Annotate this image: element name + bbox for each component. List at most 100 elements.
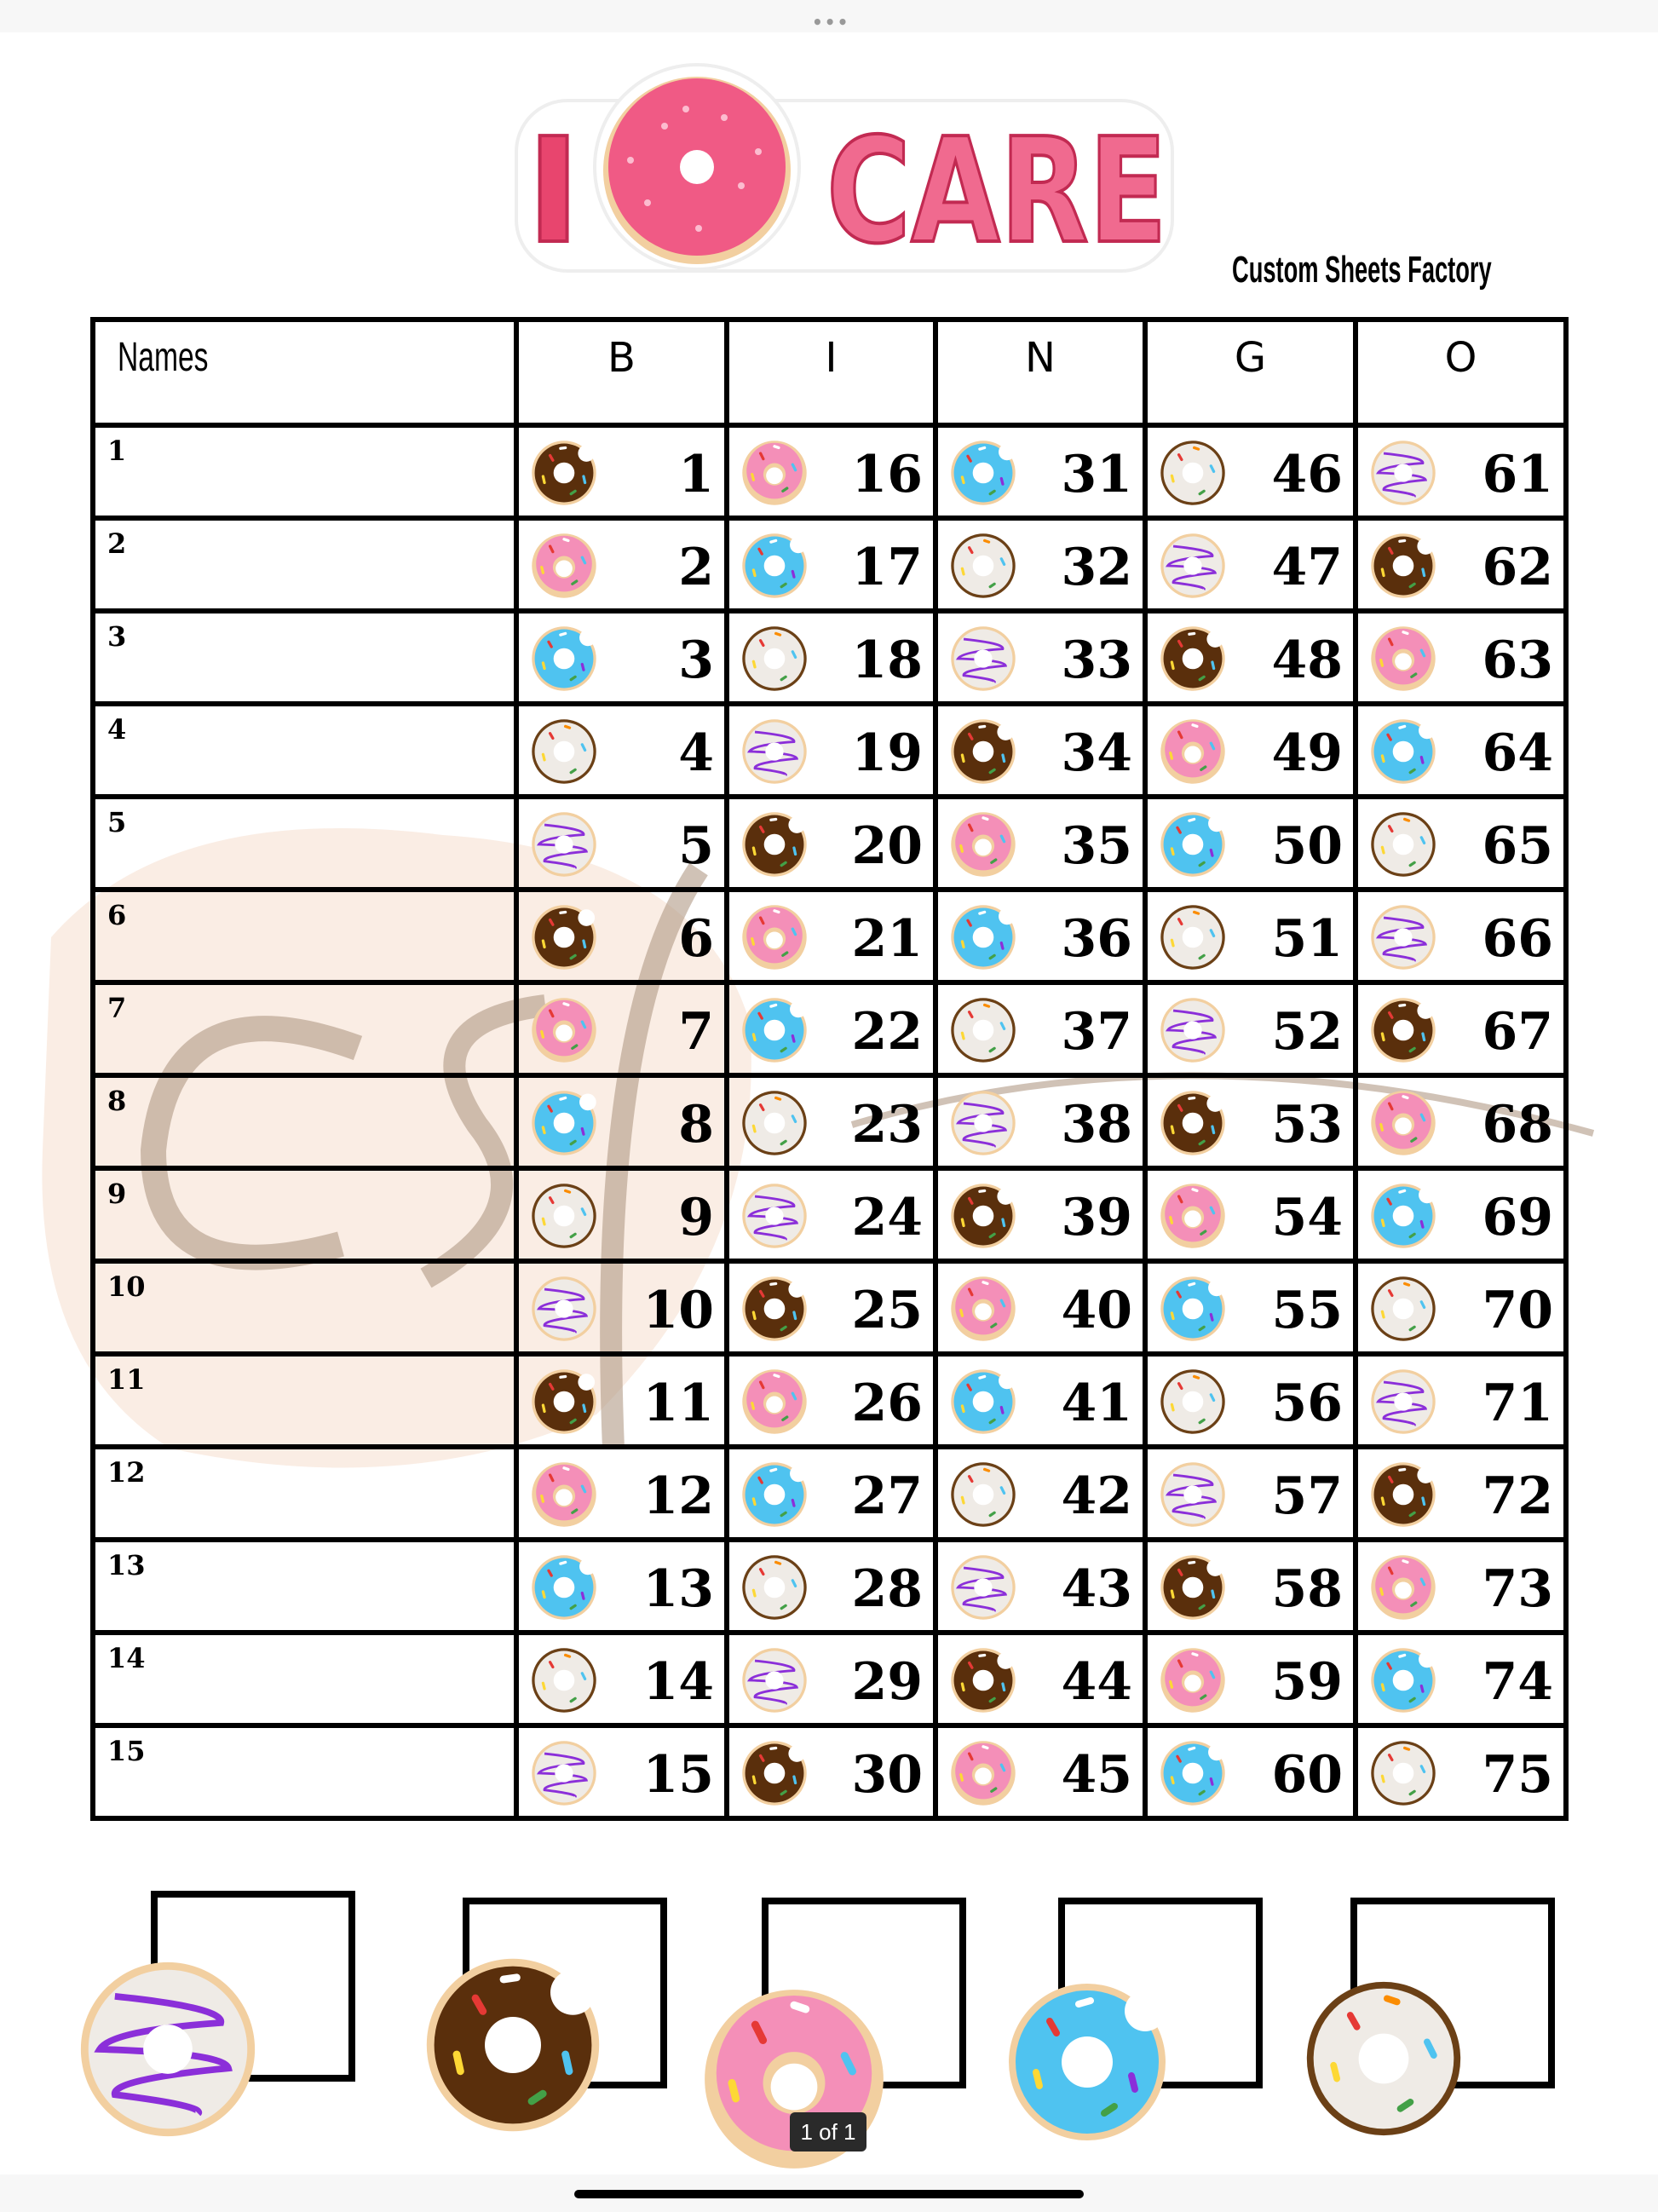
number-cell[interactable]: 55 — [1143, 1259, 1358, 1357]
name-cell[interactable]: 3 — [90, 608, 519, 706]
bingo-number: 64 — [1482, 723, 1554, 783]
number-cell[interactable]: 44 — [933, 1630, 1148, 1728]
number-cell[interactable]: 19 — [724, 701, 938, 799]
number-cell[interactable]: 24 — [724, 1166, 938, 1264]
number-cell[interactable]: 46 — [1143, 423, 1358, 521]
name-cell[interactable]: 7 — [90, 980, 519, 1078]
number-cell[interactable]: 69 — [1353, 1166, 1569, 1264]
number-cell[interactable]: 32 — [933, 516, 1148, 613]
number-cell[interactable]: 47 — [1143, 516, 1358, 613]
number-cell[interactable]: 45 — [933, 1723, 1148, 1821]
number-cell[interactable]: 56 — [1143, 1351, 1358, 1449]
number-cell[interactable]: 15 — [514, 1723, 729, 1821]
number-cell[interactable]: 18 — [724, 608, 938, 706]
name-cell[interactable]: 6 — [90, 887, 519, 985]
number-cell[interactable]: 21 — [724, 887, 938, 985]
number-cell[interactable]: 17 — [724, 516, 938, 613]
number-cell[interactable]: 11 — [514, 1351, 729, 1449]
number-cell[interactable]: 10 — [514, 1259, 729, 1357]
number-cell[interactable]: 6 — [514, 887, 729, 985]
number-cell[interactable]: 70 — [1353, 1259, 1569, 1357]
name-cell[interactable]: 13 — [90, 1537, 519, 1635]
name-cell[interactable]: 11 — [90, 1351, 519, 1449]
name-cell[interactable]: 15 — [90, 1723, 519, 1821]
number-cell[interactable]: 7 — [514, 980, 729, 1078]
number-cell[interactable]: 64 — [1353, 701, 1569, 799]
number-cell[interactable]: 36 — [933, 887, 1148, 985]
name-cell[interactable]: 12 — [90, 1444, 519, 1542]
number-cell[interactable]: 51 — [1143, 887, 1358, 985]
number-cell[interactable]: 52 — [1143, 980, 1358, 1078]
number-cell[interactable]: 16 — [724, 423, 938, 521]
number-cell[interactable]: 26 — [724, 1351, 938, 1449]
number-cell[interactable]: 48 — [1143, 608, 1358, 706]
number-cell[interactable]: 9 — [514, 1166, 729, 1264]
number-cell[interactable]: 33 — [933, 608, 1148, 706]
name-cell[interactable]: 5 — [90, 794, 519, 892]
number-cell[interactable]: 8 — [514, 1073, 729, 1171]
number-cell[interactable]: 13 — [514, 1537, 729, 1635]
bingo-number: 65 — [1482, 816, 1554, 876]
number-cell[interactable]: 2 — [514, 516, 729, 613]
column-header-o: O — [1353, 317, 1569, 428]
number-cell[interactable]: 25 — [724, 1259, 938, 1357]
number-cell[interactable]: 22 — [724, 980, 938, 1078]
table-row: 2 2 17 32 47 62 — [90, 516, 1569, 613]
number-cell[interactable]: 29 — [724, 1630, 938, 1728]
number-cell[interactable]: 4 — [514, 701, 729, 799]
number-cell[interactable]: 66 — [1353, 887, 1569, 985]
number-cell[interactable]: 43 — [933, 1537, 1148, 1635]
number-cell[interactable]: 54 — [1143, 1166, 1358, 1264]
name-cell[interactable]: 10 — [90, 1259, 519, 1357]
name-cell[interactable]: 9 — [90, 1166, 519, 1264]
number-cell[interactable]: 62 — [1353, 516, 1569, 613]
blue-donut-icon — [1158, 1274, 1228, 1344]
number-cell[interactable]: 39 — [933, 1166, 1148, 1264]
number-cell[interactable]: 1 — [514, 423, 729, 521]
more-dots-icon[interactable]: ••• — [812, 12, 850, 32]
number-cell[interactable]: 20 — [724, 794, 938, 892]
number-cell[interactable]: 3 — [514, 608, 729, 706]
number-cell[interactable]: 23 — [724, 1073, 938, 1171]
name-cell[interactable]: 14 — [90, 1630, 519, 1728]
number-cell[interactable]: 5 — [514, 794, 729, 892]
number-cell[interactable]: 74 — [1353, 1630, 1569, 1728]
number-cell[interactable]: 49 — [1143, 701, 1358, 799]
number-cell[interactable]: 38 — [933, 1073, 1148, 1171]
number-cell[interactable]: 75 — [1353, 1723, 1569, 1821]
number-cell[interactable]: 27 — [724, 1444, 938, 1542]
white-sprinkle-donut-icon — [740, 1552, 809, 1622]
number-cell[interactable]: 40 — [933, 1259, 1148, 1357]
number-cell[interactable]: 73 — [1353, 1537, 1569, 1635]
number-cell[interactable]: 71 — [1353, 1351, 1569, 1449]
home-indicator[interactable] — [574, 2190, 1084, 2198]
number-cell[interactable]: 42 — [933, 1444, 1148, 1542]
number-cell[interactable]: 34 — [933, 701, 1148, 799]
number-cell[interactable]: 28 — [724, 1537, 938, 1635]
number-cell[interactable]: 60 — [1143, 1723, 1358, 1821]
blue-donut-icon — [1368, 717, 1438, 786]
number-cell[interactable]: 72 — [1353, 1444, 1569, 1542]
number-cell[interactable]: 37 — [933, 980, 1148, 1078]
name-cell[interactable]: 1 — [90, 423, 519, 521]
number-cell[interactable]: 57 — [1143, 1444, 1358, 1542]
number-cell[interactable]: 35 — [933, 794, 1148, 892]
number-cell[interactable]: 65 — [1353, 794, 1569, 892]
number-cell[interactable]: 14 — [514, 1630, 729, 1728]
number-cell[interactable]: 67 — [1353, 980, 1569, 1078]
number-cell[interactable]: 31 — [933, 423, 1148, 521]
number-cell[interactable]: 12 — [514, 1444, 729, 1542]
number-cell[interactable]: 30 — [724, 1723, 938, 1821]
number-cell[interactable]: 53 — [1143, 1073, 1358, 1171]
logo: I CARE — [515, 63, 1174, 278]
number-cell[interactable]: 68 — [1353, 1073, 1569, 1171]
number-cell[interactable]: 63 — [1353, 608, 1569, 706]
number-cell[interactable]: 58 — [1143, 1537, 1358, 1635]
number-cell[interactable]: 59 — [1143, 1630, 1358, 1728]
name-cell[interactable]: 4 — [90, 701, 519, 799]
number-cell[interactable]: 61 — [1353, 423, 1569, 521]
number-cell[interactable]: 41 — [933, 1351, 1148, 1449]
name-cell[interactable]: 8 — [90, 1073, 519, 1171]
number-cell[interactable]: 50 — [1143, 794, 1358, 892]
name-cell[interactable]: 2 — [90, 516, 519, 613]
